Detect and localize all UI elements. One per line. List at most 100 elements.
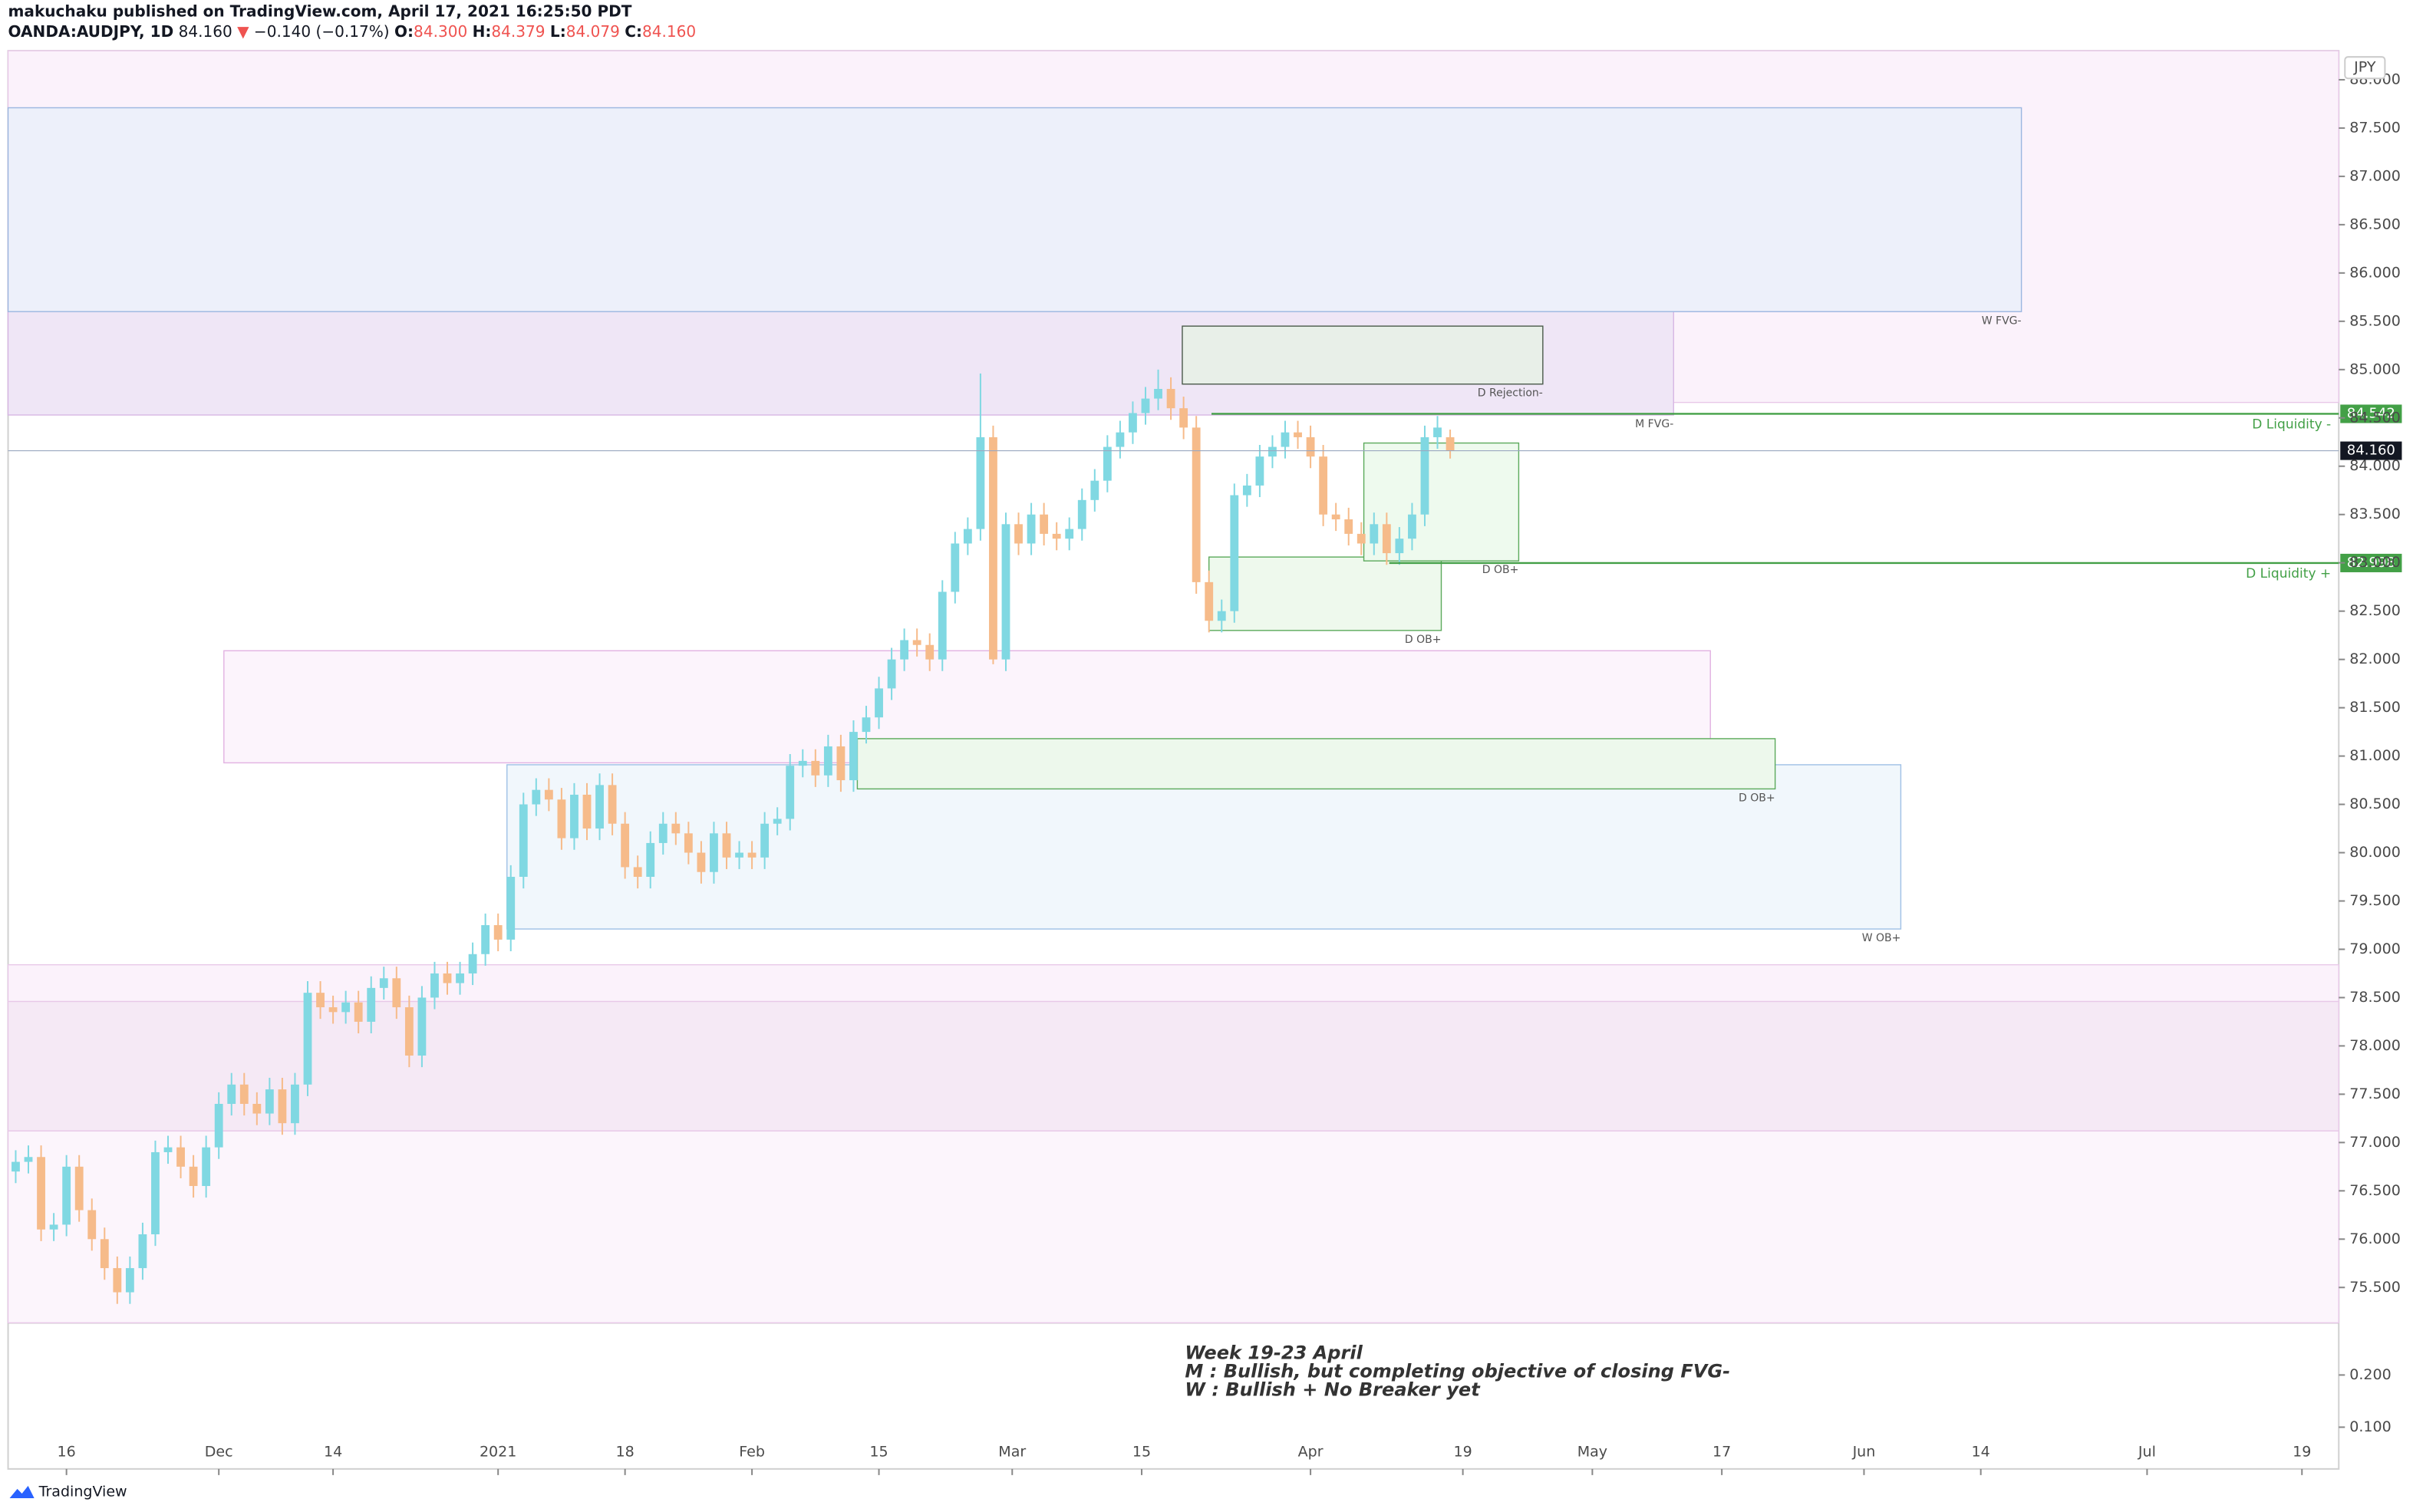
candle-body — [1281, 432, 1290, 447]
candle-body — [671, 823, 681, 834]
candle-body — [786, 766, 795, 819]
candle-body — [811, 760, 820, 776]
price-tag-label: 84.542 — [2347, 405, 2395, 421]
candle-body — [239, 1084, 249, 1104]
y-tick-label: 80.000 — [2349, 844, 2401, 861]
zone — [7, 107, 2022, 312]
candle-body — [252, 1103, 262, 1114]
candle-body — [1242, 485, 1251, 496]
candle-body — [1065, 529, 1074, 539]
y-tick-label: 85.500 — [2349, 312, 2401, 329]
y-tick-label: 79.500 — [2349, 892, 2401, 909]
annotation: W : Bullish + No Breaker yet — [1185, 1379, 1481, 1401]
y-tick-label: 85.000 — [2349, 361, 2401, 377]
candle-body — [1370, 524, 1379, 544]
zone — [7, 1130, 2339, 1324]
y-tick-label: 80.500 — [2349, 796, 2401, 812]
candle-body — [176, 1147, 185, 1167]
candle-body — [74, 1166, 84, 1211]
x-tick-label: 16 — [58, 1443, 76, 1460]
candle-body — [379, 978, 388, 988]
candle-body — [697, 852, 706, 872]
ohlc-value: 84.079 — [566, 22, 620, 41]
x-tick-label: 14 — [1972, 1443, 1990, 1460]
x-tick-label: 18 — [616, 1443, 635, 1460]
candle-body — [849, 732, 858, 781]
candle-body — [887, 659, 896, 689]
candle-body — [1040, 514, 1049, 534]
x-tick-label: Dec — [205, 1443, 233, 1460]
candle-body — [443, 973, 452, 983]
y-tick-label: 77.000 — [2349, 1134, 2401, 1151]
y-tick-label: 78.500 — [2349, 989, 2401, 1006]
x-tick-label: 15 — [1132, 1443, 1151, 1460]
candle-body — [404, 1007, 414, 1056]
zone — [1182, 325, 1544, 385]
annotation: M : Bullish, but completing objective of… — [1185, 1361, 1730, 1382]
candle-body — [875, 688, 883, 718]
candle-body — [773, 819, 782, 824]
candle-body — [912, 640, 921, 645]
candle-body — [1408, 514, 1416, 539]
brand-text: TradingView — [38, 1483, 127, 1500]
candle-body — [24, 1157, 33, 1162]
candle-body — [125, 1268, 134, 1293]
candle-body — [1268, 446, 1277, 457]
brand: TradingView — [9, 1483, 127, 1500]
zone — [7, 1000, 2339, 1132]
candle-body — [265, 1089, 274, 1114]
candle-body — [214, 1103, 223, 1148]
y-tick-label: 78.000 — [2349, 1037, 2401, 1054]
candle-body — [1014, 524, 1023, 544]
x-tick-label: 19 — [1454, 1443, 1472, 1460]
candle-body — [760, 823, 770, 858]
y-tick-label: 0.100 — [2349, 1418, 2391, 1435]
candle-body — [658, 823, 668, 843]
candle-body — [938, 591, 947, 660]
price-tag — [2340, 441, 2402, 460]
candle-body — [303, 993, 312, 1085]
change: −0.140 (−0.17%) — [254, 22, 390, 41]
candle-body — [1356, 533, 1366, 544]
candle-body — [1141, 398, 1150, 413]
candle-body — [646, 842, 655, 878]
candle-body — [430, 973, 439, 998]
x-tick-label: 17 — [1713, 1443, 1731, 1460]
y-tick-label: 82.500 — [2349, 602, 2401, 619]
candle-body — [582, 794, 592, 829]
candle-body — [189, 1166, 198, 1187]
zone-label: D Rejection- — [1478, 387, 1543, 400]
candle-body — [557, 799, 566, 838]
candle-body — [1230, 495, 1239, 611]
candle-body — [1179, 408, 1188, 428]
symbol: OANDA:AUDJPY, 1D — [8, 22, 174, 41]
candle-body — [900, 640, 909, 660]
candle-body — [684, 833, 693, 853]
candle-body — [1255, 456, 1264, 486]
y-tick-label: 75.500 — [2349, 1279, 2401, 1296]
candle-body — [138, 1234, 147, 1269]
candle-body — [798, 760, 807, 766]
candle-body — [1344, 519, 1353, 534]
y-tick-label: 77.500 — [2349, 1085, 2401, 1102]
candle-body — [1420, 436, 1429, 515]
candle-body — [151, 1151, 160, 1235]
candle-body — [506, 877, 516, 940]
candle-body — [202, 1147, 211, 1187]
candle-body — [493, 924, 503, 940]
candle-body — [621, 823, 630, 868]
candle-body — [595, 785, 604, 829]
zone-label: M FVG- — [1635, 418, 1673, 430]
ohlc-key: L: — [550, 22, 566, 41]
y-tick-label: 84.000 — [2349, 457, 2401, 474]
y-tick-label: 87.000 — [2349, 167, 2401, 184]
zone-label: D OB+ — [1739, 792, 1775, 804]
candle-body — [417, 997, 427, 1056]
candle-body — [1116, 432, 1125, 447]
zone — [856, 738, 1776, 790]
candle-body — [1319, 456, 1328, 515]
brand-icon — [9, 1485, 35, 1498]
x-tick-label: 19 — [2293, 1443, 2311, 1460]
y-tick-label: 81.000 — [2349, 747, 2401, 764]
